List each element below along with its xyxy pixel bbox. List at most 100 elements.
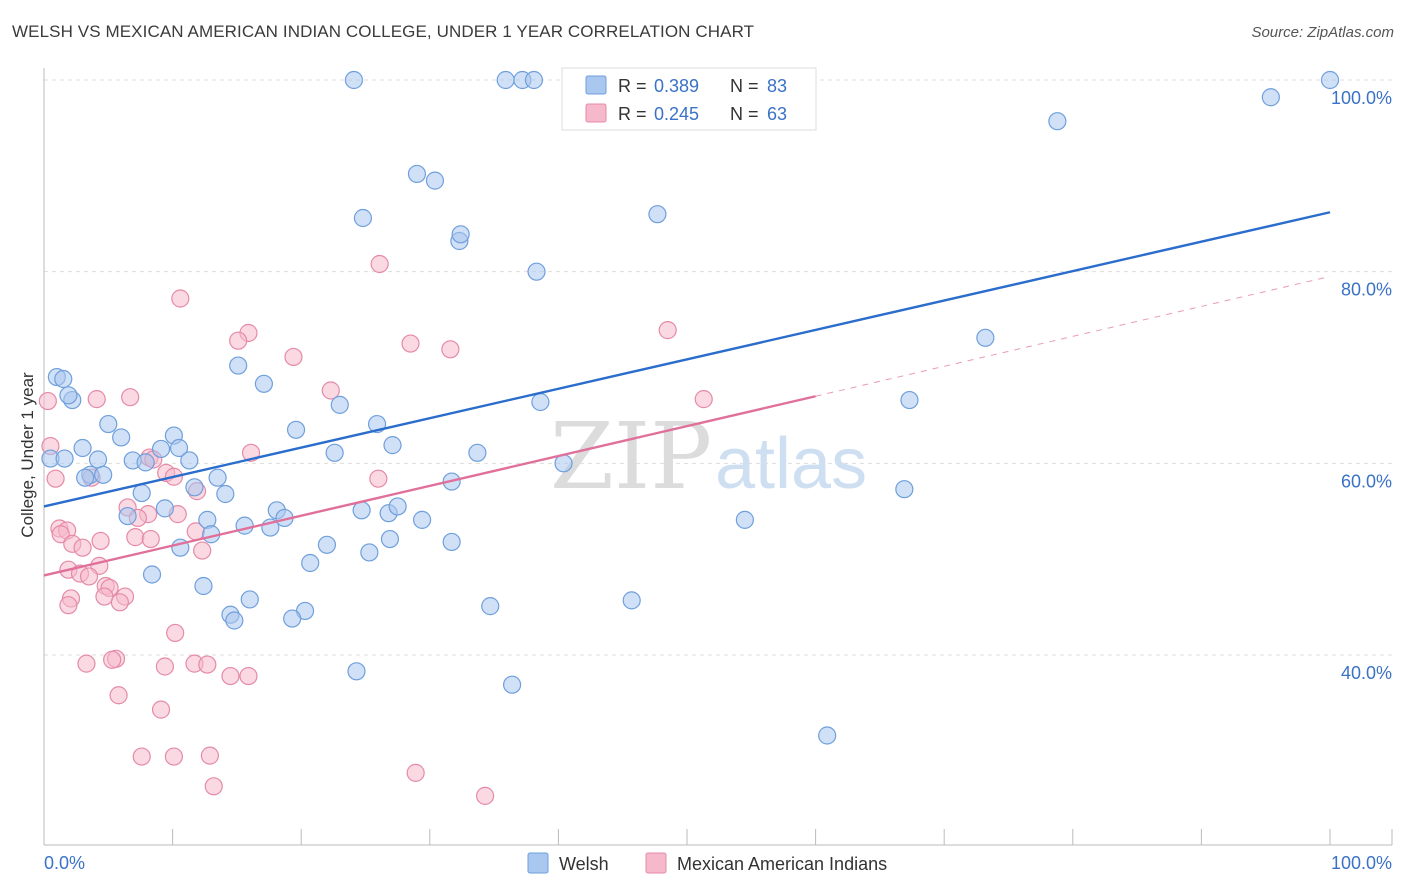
mex-point-5 [401,334,420,353]
welsh-point-44 [208,468,227,487]
welsh-point-37 [88,450,108,469]
mex-point-32 [141,529,160,549]
welsh-point-82 [76,468,95,487]
welsh-point-58 [412,510,432,529]
legend-n-value-mex: 63 [767,104,787,124]
mex-point-34 [91,531,110,551]
welsh-point-46 [185,478,204,497]
welsh-point-68 [301,553,320,573]
y-tick-label-80: 80.0% [1341,280,1392,300]
welsh-point-14 [527,262,546,281]
welsh-point-64 [380,529,400,549]
mex-point-48 [166,623,185,643]
mex-point-62 [204,777,223,796]
bottom-legend: Welsh Mexican American Indians [527,852,887,874]
welsh-point-76 [225,611,244,630]
mex-point-12 [38,391,57,411]
welsh-point-27 [112,428,131,447]
mex-point-56 [239,666,258,686]
y-tick-label-40: 40.0% [1341,663,1392,683]
welsh-point-33 [383,436,402,455]
welsh-point-71 [240,590,259,609]
mex-point-63 [406,763,425,782]
welsh-point-1 [496,70,515,90]
mex-point-1 [171,289,190,308]
welsh-point-5 [1320,70,1340,90]
bottom-legend-swatch-welsh [527,852,549,874]
mex-point-36 [193,541,212,560]
mex-point-54 [155,657,174,676]
welsh-point-6 [1261,88,1280,107]
legend-n-value-welsh: 83 [767,76,787,96]
welsh-trend-line [43,211,1331,508]
mex-point-0 [370,254,389,274]
welsh-point-19 [229,356,248,375]
mex-point-35 [73,538,92,557]
welsh-point-30 [73,438,92,458]
mex-point-53 [198,655,217,674]
mex-point-20 [369,469,388,488]
welsh-point-15 [976,328,995,347]
bottom-legend-welsh: Welsh [559,854,609,874]
mex-point-11 [694,390,713,409]
watermark-zip: ZIP [550,403,712,510]
welsh-point-17 [54,369,73,389]
trend-lines [43,211,1331,577]
welsh-point-39 [180,451,199,470]
y-tick-labels: 40.0% 60.0% 80.0% 100.0% [1331,88,1392,683]
welsh-point-50 [155,499,174,518]
welsh-point-78 [347,662,366,681]
welsh-point-28 [286,420,306,439]
welsh-point-13 [451,225,470,244]
mex-point-9 [121,388,140,407]
chart-title: WELSH VS MEXICAN AMERICAN INDIAN COLLEGE… [12,22,755,41]
y-tick-label-100: 100.0% [1331,88,1392,108]
legend-r-label-welsh: R = [618,76,647,96]
mex-point-40 [79,567,99,586]
welsh-point-22 [900,390,919,410]
welsh-point-35 [468,443,487,462]
mex-point-10 [87,390,106,409]
welsh-point-10 [648,205,667,224]
grid-lines [44,79,1392,656]
welsh-point-61 [735,510,754,529]
welsh-points [41,70,1340,745]
welsh-point-52 [352,501,371,520]
legend-r-value-welsh: 0.389 [654,76,699,96]
welsh-point-8 [407,164,427,184]
x-ticks [43,829,1393,845]
welsh-point-59 [235,516,254,535]
bottom-legend-swatch-mex [645,852,667,874]
mex-point-47 [59,596,78,615]
welsh-point-65 [442,532,461,552]
welsh-point-40 [136,453,155,472]
source-credit: Source: ZipAtlas.com [1251,24,1394,41]
legend-swatch-mex [585,103,607,123]
x-tick-label-min: 0.0% [44,853,85,873]
welsh-point-34 [325,443,344,462]
welsh-point-32 [169,438,189,458]
mex-point-21 [46,469,65,488]
mex-point-46 [110,593,129,612]
x-tick-label-max: 100.0% [1331,853,1392,873]
mex-point-59 [132,747,151,766]
mex-point-51 [77,654,96,673]
welsh-point-69 [142,565,162,584]
welsh-point-77 [283,609,302,628]
welsh-point-11 [353,208,373,228]
welsh-point-24 [531,392,550,412]
legend-swatch-welsh [585,75,607,95]
watermark: ZIP atlas [550,403,867,510]
welsh-point-81 [55,449,74,468]
welsh-point-25 [99,414,118,434]
watermark-atlas: atlas [715,424,867,504]
mex-point-60 [164,747,183,766]
welsh-point-70 [194,576,213,596]
welsh-point-23 [330,395,349,414]
welsh-point-18 [254,374,274,393]
mex-trend-line [43,395,816,577]
welsh-point-21 [59,386,78,405]
welsh-point-80 [818,726,837,745]
welsh-point-55 [118,506,137,526]
